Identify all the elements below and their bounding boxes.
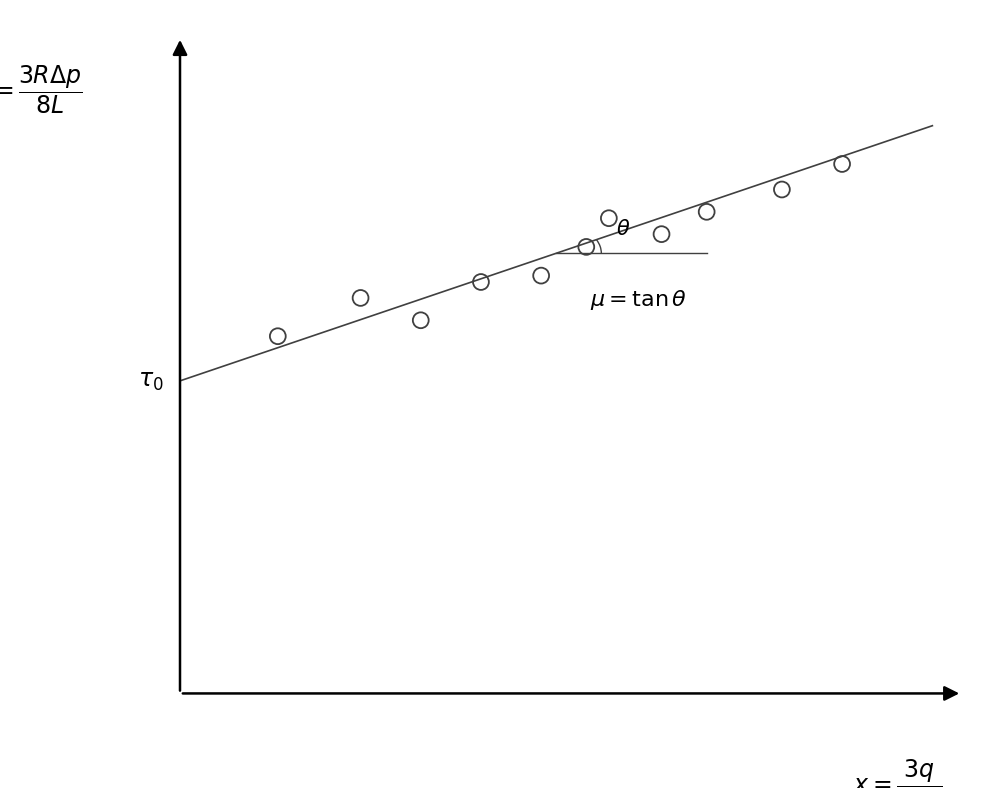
Text: $x = \dfrac{3q}{\pi R^3}$: $x = \dfrac{3q}{\pi R^3}$ [853,757,942,788]
Point [774,183,790,195]
Text: $\mu = \tan \theta$: $\mu = \tan \theta$ [590,288,687,312]
Point [601,212,617,225]
Point [699,206,715,218]
Point [654,228,670,240]
Point [413,314,429,326]
Point [578,240,594,253]
Text: $\theta$: $\theta$ [616,219,631,240]
Point [473,276,489,288]
Text: $\tau_0$: $\tau_0$ [138,369,163,393]
Text: $y = \dfrac{3R\Delta p}{8L}$: $y = \dfrac{3R\Delta p}{8L}$ [0,64,82,116]
Point [834,158,850,170]
Point [353,292,369,304]
Point [533,269,549,282]
Point [270,330,286,343]
